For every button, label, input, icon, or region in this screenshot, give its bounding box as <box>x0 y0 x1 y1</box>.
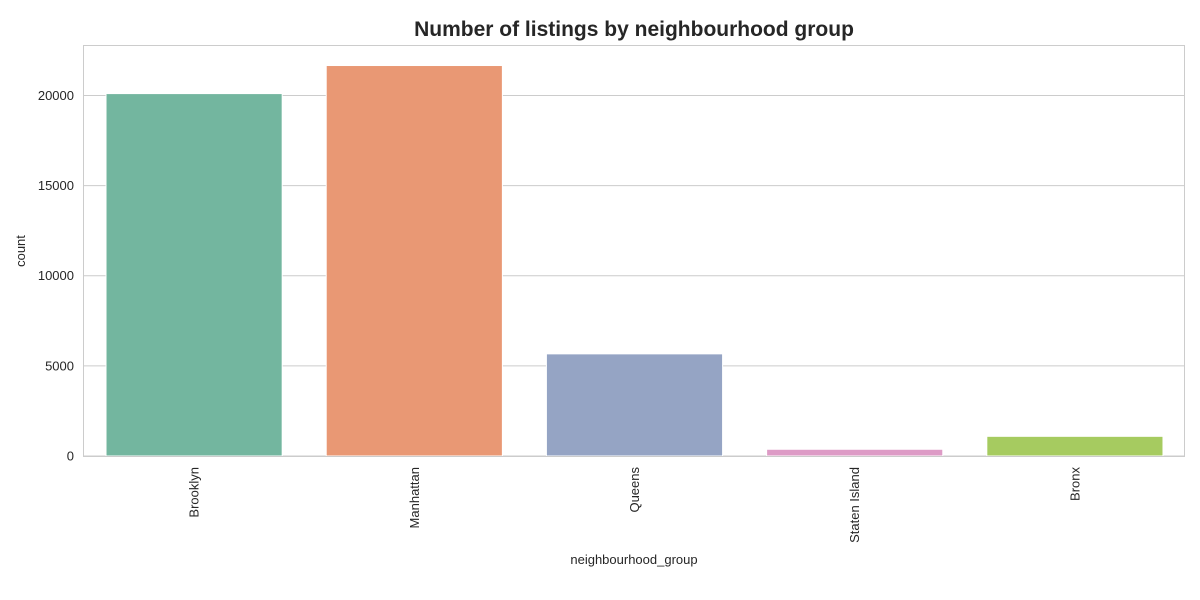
y-tick-label: 0 <box>67 449 74 464</box>
chart-title: Number of listings by neighbourhood grou… <box>414 18 854 41</box>
x-axis-label: neighbourhood_group <box>570 552 697 567</box>
bar-staten-island <box>766 448 944 457</box>
x-tick-label: Manhattan <box>407 467 422 528</box>
x-ticks: Brooklyn Manhattan Queens Staten Island Bron… <box>187 467 1083 543</box>
y-ticks: 0 5000 10000 15000 20000 <box>38 88 74 464</box>
y-tick-label: 5000 <box>45 358 74 373</box>
x-tick-label: Staten Island <box>847 467 862 543</box>
x-tick-label: Brooklyn <box>187 467 202 518</box>
bars-layer <box>105 65 1164 457</box>
y-tick-label: 20000 <box>38 88 74 103</box>
bar-queens <box>545 353 724 457</box>
plot-frame <box>83 45 1185 457</box>
bar-brooklyn <box>105 93 283 457</box>
y-tick-label: 15000 <box>38 178 74 193</box>
y-axis-label: count <box>13 235 28 267</box>
y-tick-label: 10000 <box>38 268 74 283</box>
x-tick-label: Queens <box>627 467 642 513</box>
bar-manhattan <box>325 65 503 457</box>
bar-bronx <box>986 435 1164 457</box>
x-tick-label: Bronx <box>1067 467 1082 501</box>
